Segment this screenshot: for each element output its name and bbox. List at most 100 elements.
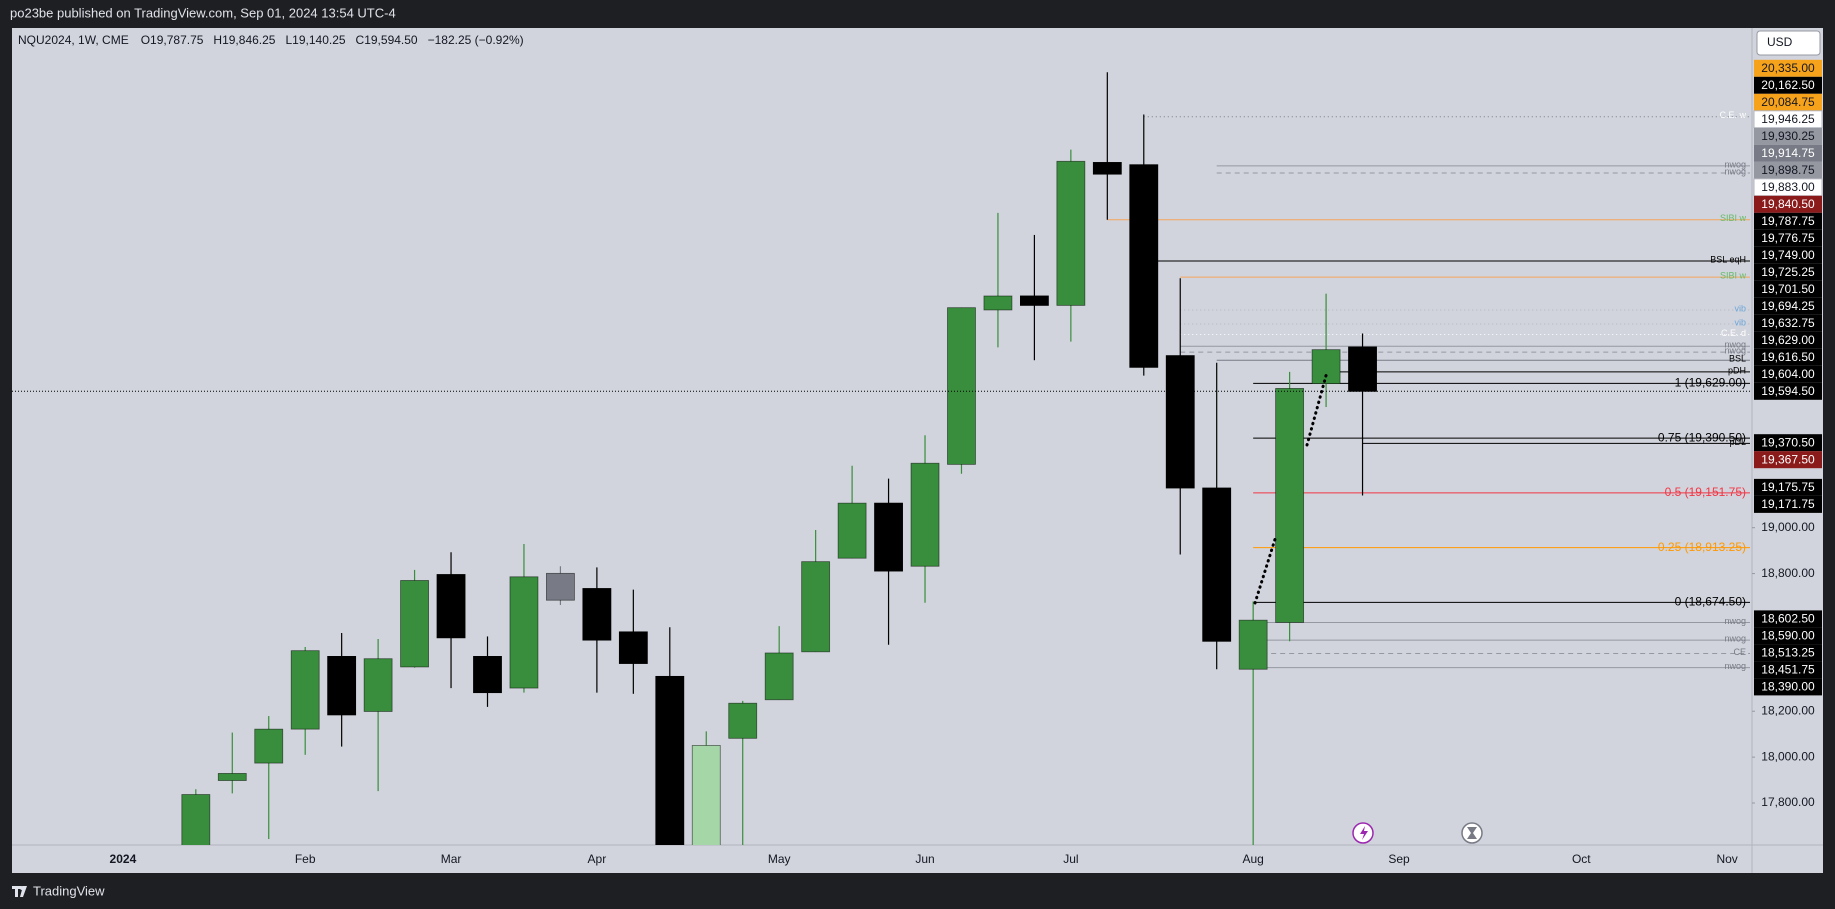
candle-body <box>254 728 284 764</box>
price-tag <box>1754 59 1822 77</box>
candle-body <box>1129 164 1159 368</box>
level-label: vib <box>1734 303 1746 313</box>
level-label: CE <box>1733 647 1746 657</box>
event-icon[interactable] <box>1352 822 1374 844</box>
candle-body <box>363 658 393 712</box>
readout: NQU2024, 1W, CME O19,787.75 H19,846.25 L19,… <box>18 33 524 47</box>
ohlc-readout: L19,140.25 <box>285 33 345 47</box>
x-tick-label: Feb <box>295 852 316 866</box>
candle-body <box>1020 295 1049 306</box>
currency-button[interactable] <box>1756 30 1821 56</box>
x-tick-label: Jul <box>1063 852 1078 866</box>
session-icon[interactable] <box>1461 822 1483 844</box>
price-tag <box>1754 76 1822 94</box>
candle-body <box>1238 619 1268 670</box>
price-tag-label: 19,604.00 <box>1761 367 1815 381</box>
price-tag <box>1754 365 1822 383</box>
x-tick-label: Jun <box>915 852 934 866</box>
candle-body <box>910 462 940 567</box>
price-tag <box>1754 348 1822 366</box>
candle-body <box>983 295 1013 311</box>
price-tag <box>1754 93 1822 111</box>
price-tag <box>1754 246 1822 264</box>
chart-panel <box>12 28 1823 873</box>
level-label: C.E. w <box>1719 110 1746 120</box>
price-tag <box>1754 661 1822 679</box>
x-tick-label: Nov <box>1716 852 1737 866</box>
price-tag-label: 19,629.00 <box>1761 333 1815 347</box>
candle-body <box>1092 162 1122 175</box>
price-tag-label: 20,162.50 <box>1761 78 1815 92</box>
ohlc-readout: C19,594.50 <box>356 33 418 47</box>
level-label: nwog <box>1724 633 1746 643</box>
price-tag-label: 19,594.50 <box>1761 384 1815 398</box>
x-tick-label: Mar <box>441 852 462 866</box>
price-tag-label: 18,602.50 <box>1761 612 1815 626</box>
brand: TradingView <box>33 883 105 898</box>
price-tag-label: 19,632.75 <box>1761 316 1815 330</box>
price-tag <box>1754 451 1822 469</box>
y-tick-label: 18,200.00 <box>1761 703 1815 717</box>
price-tag-label: 19,840.50 <box>1761 197 1815 211</box>
price-tag-label: 19,367.50 <box>1761 452 1815 466</box>
candle-body <box>655 675 685 845</box>
candle-body <box>874 502 903 572</box>
level-label: 1 (19,629.00) <box>1675 376 1746 390</box>
price-tag-label: 20,335.00 <box>1761 61 1815 75</box>
ohlc-readout: −182.25 (−0.92%) <box>428 33 524 47</box>
price-tag-label: 19,701.50 <box>1761 282 1815 296</box>
price-tag-label: 18,451.75 <box>1761 663 1815 677</box>
price-tag <box>1754 678 1822 696</box>
drawing-arrows <box>1253 370 1329 605</box>
candle-body <box>1311 349 1341 385</box>
price-tag <box>1754 478 1822 496</box>
price-tag <box>1754 314 1822 332</box>
price-tag <box>1754 644 1822 662</box>
price-tag-label: 19,175.75 <box>1761 480 1815 494</box>
price-tag-label: 19,370.50 <box>1761 435 1815 449</box>
level-label: vib <box>1734 317 1746 327</box>
level-label: SIBI w <box>1720 213 1747 223</box>
price-tag-label: 19,898.75 <box>1761 163 1815 177</box>
ohlc-readout: H19,846.25 <box>213 33 275 47</box>
price-tag <box>1754 144 1822 162</box>
price-tag-label: 19,749.00 <box>1761 248 1815 262</box>
price-tag-label: 18,513.25 <box>1761 646 1815 660</box>
level-label: 0.25 (18,913.25) <box>1658 540 1746 554</box>
price-tag-label: 19,725.25 <box>1761 265 1815 279</box>
price-tag <box>1754 127 1822 145</box>
level-label: nwog <box>1724 340 1746 350</box>
candle-body <box>947 307 976 465</box>
axes: 17,800.00 18,000.00 18,200.00 18,800.00 19,0… <box>110 59 1823 866</box>
level-label: BSL <box>1729 354 1746 364</box>
price-tag <box>1754 610 1822 628</box>
price-tag <box>1754 331 1822 349</box>
level-label: nwog <box>1724 346 1746 356</box>
level-label: BSL eqH <box>1710 254 1746 264</box>
level-label: C.E. d <box>1721 328 1746 338</box>
candle-body <box>1275 388 1305 623</box>
price-tag <box>1754 495 1822 513</box>
y-tick-label: 17,800.00 <box>1761 795 1815 809</box>
x-tick-label: 2024 <box>110 852 137 866</box>
currency[interactable]: USD <box>1767 35 1793 49</box>
price-tag-label: 19,930.25 <box>1761 129 1815 143</box>
price-tag-label: 19,883.00 <box>1761 180 1815 194</box>
level-label: nwog <box>1724 159 1746 169</box>
price-tag <box>1754 382 1822 400</box>
x-tick-label: May <box>768 852 791 866</box>
candle-body <box>837 502 867 559</box>
publisher: po23be published on TradingView.com, Sep… <box>10 5 396 20</box>
level-label: pDH <box>1728 365 1746 375</box>
level-label: 0 (18,674.50) <box>1675 595 1746 609</box>
level-label: nwog <box>1724 616 1746 626</box>
candle-body <box>290 650 320 730</box>
candle-body <box>728 702 758 739</box>
candle-body <box>764 652 794 701</box>
x-tick-label: Aug <box>1242 852 1263 866</box>
x-tick-label: Oct <box>1572 852 1591 866</box>
brand-logo <box>12 886 27 897</box>
candle-body <box>618 631 648 664</box>
